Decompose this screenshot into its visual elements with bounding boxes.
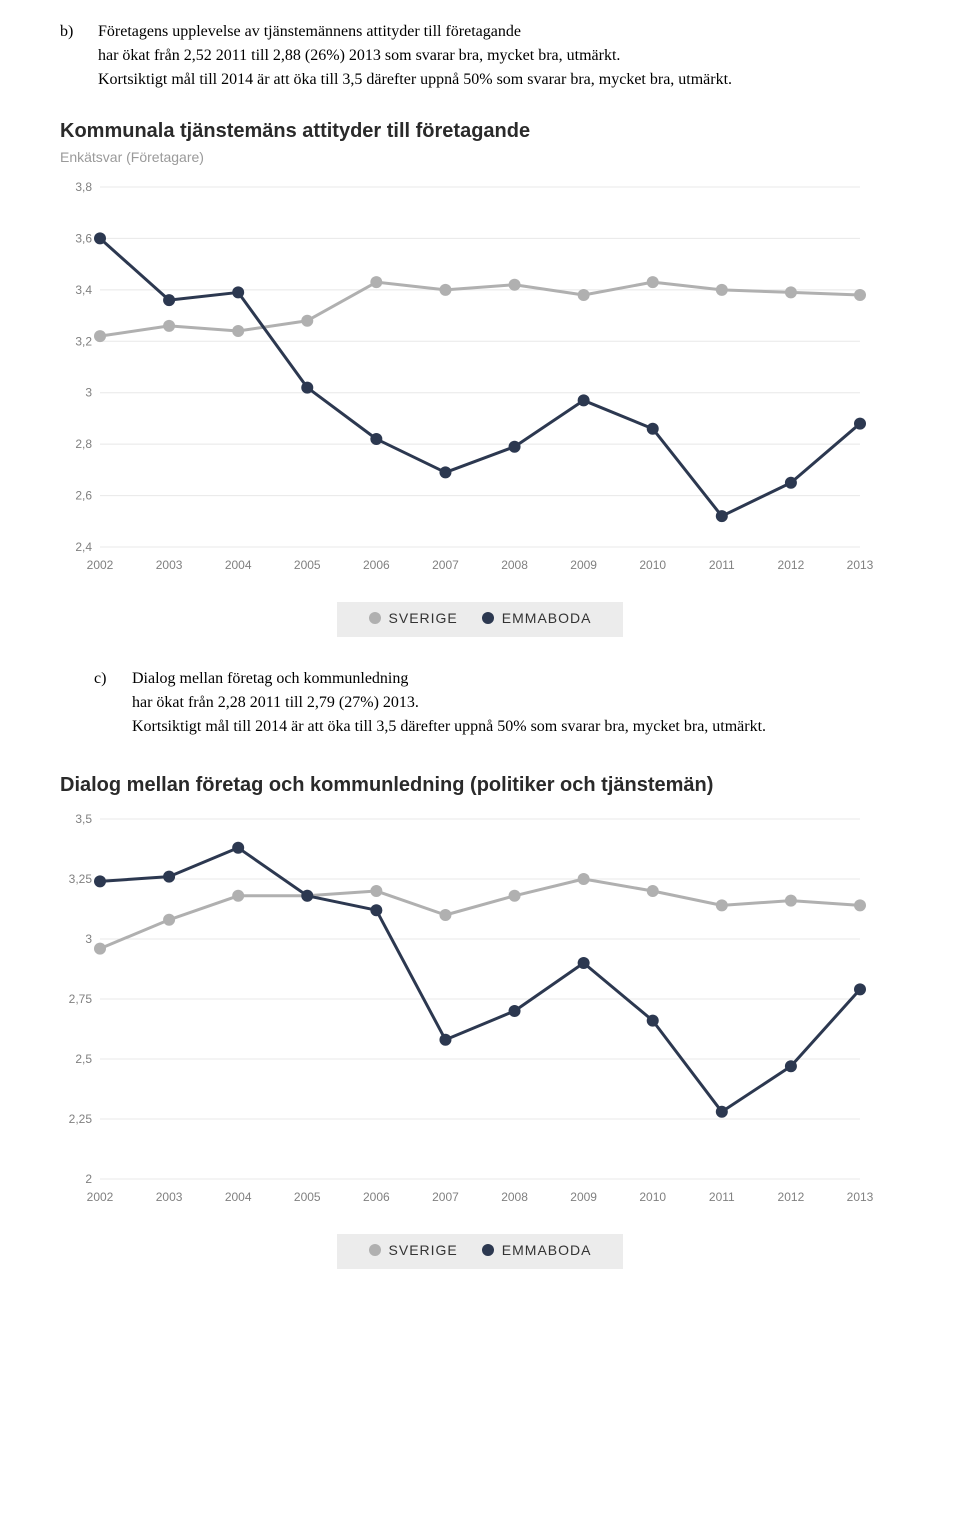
- chart-1: Kommunala tjänstemäns attityder till för…: [60, 120, 900, 637]
- svg-text:3,8: 3,8: [75, 180, 92, 194]
- svg-text:2,75: 2,75: [69, 992, 93, 1006]
- svg-text:3: 3: [85, 386, 92, 400]
- svg-text:2,6: 2,6: [75, 489, 92, 503]
- svg-text:2007: 2007: [432, 1190, 459, 1204]
- list-marker-c: c): [94, 667, 128, 691]
- chart-2-plot: 2 2,25 2,5 2,75 3 3,25 3,5 2002 2003 2004 2005 2006…: [60, 809, 900, 1219]
- chart-2-legend: SVERIGE EMMABODA: [60, 1234, 900, 1269]
- legend-dot-icon: [369, 1244, 381, 1256]
- para-c-line1: Dialog mellan företag och kommunledning: [132, 670, 408, 687]
- legend-label: EMMABODA: [502, 610, 592, 626]
- svg-text:2009: 2009: [570, 1190, 597, 1204]
- svg-text:2005: 2005: [294, 558, 321, 572]
- svg-text:2011: 2011: [709, 1190, 735, 1204]
- svg-text:2007: 2007: [432, 558, 459, 572]
- svg-text:2,5: 2,5: [75, 1052, 92, 1066]
- svg-text:2002: 2002: [87, 1190, 114, 1204]
- svg-text:2004: 2004: [225, 558, 252, 572]
- svg-text:2003: 2003: [156, 558, 183, 572]
- para-b-line2: har ökat från 2,52 2011 till 2,88 (26%) …: [98, 47, 620, 64]
- svg-text:2: 2: [85, 1172, 92, 1186]
- list-marker-b: b): [60, 20, 94, 44]
- svg-text:2003: 2003: [156, 1190, 183, 1204]
- list-body-c: Dialog mellan företag och kommunledning …: [132, 667, 898, 739]
- svg-text:2013: 2013: [847, 558, 874, 572]
- paragraph-c: c) Dialog mellan företag och kommunledni…: [94, 667, 900, 739]
- svg-text:3,25: 3,25: [69, 872, 93, 886]
- svg-text:3,5: 3,5: [75, 812, 92, 826]
- para-c-line2: har ökat från 2,28 2011 till 2,79 (27%) …: [132, 694, 419, 711]
- para-b-line3: Kortsiktigt mål till 2014 är att öka til…: [98, 71, 732, 88]
- svg-text:2013: 2013: [847, 1190, 874, 1204]
- chart-2-title: Dialog mellan företag och kommunledning …: [60, 767, 900, 803]
- svg-text:2002: 2002: [87, 558, 114, 572]
- legend-label: EMMABODA: [502, 1242, 592, 1258]
- svg-text:2010: 2010: [639, 1190, 666, 1204]
- svg-text:2006: 2006: [363, 1190, 390, 1204]
- legend-label: SVERIGE: [389, 610, 458, 626]
- paragraph-b: b) Företagens upplevelse av tjänstemänne…: [60, 20, 900, 92]
- svg-text:2004: 2004: [225, 1190, 252, 1204]
- svg-text:2011: 2011: [709, 558, 735, 572]
- svg-text:2008: 2008: [501, 1190, 528, 1204]
- legend-dot-icon: [482, 1244, 494, 1256]
- svg-text:2010: 2010: [639, 558, 666, 572]
- legend-item: EMMABODA: [482, 610, 592, 626]
- svg-text:3,6: 3,6: [75, 231, 92, 245]
- svg-text:3: 3: [85, 932, 92, 946]
- chart-1-subtitle: Enkätsvar (Företagare): [60, 149, 900, 165]
- svg-text:2012: 2012: [778, 558, 805, 572]
- list-body-b: Företagens upplevelse av tjänstemännens …: [98, 20, 898, 92]
- svg-text:2,25: 2,25: [69, 1112, 93, 1126]
- svg-text:2006: 2006: [363, 558, 390, 572]
- svg-text:2009: 2009: [570, 558, 597, 572]
- legend-dot-icon: [482, 612, 494, 624]
- svg-text:3,4: 3,4: [75, 283, 92, 297]
- legend-label: SVERIGE: [389, 1242, 458, 1258]
- chart-1-title: Kommunala tjänstemäns attityder till för…: [60, 120, 900, 143]
- svg-text:3,2: 3,2: [75, 334, 92, 348]
- legend-dot-icon: [369, 612, 381, 624]
- legend-item: SVERIGE: [369, 610, 458, 626]
- legend-item: EMMABODA: [482, 1242, 592, 1258]
- legend-box: SVERIGE EMMABODA: [337, 1234, 624, 1269]
- svg-text:2008: 2008: [501, 558, 528, 572]
- chart-1-legend: SVERIGE EMMABODA: [60, 602, 900, 637]
- svg-text:2005: 2005: [294, 1190, 321, 1204]
- svg-text:2,4: 2,4: [75, 540, 92, 554]
- legend-box: SVERIGE EMMABODA: [337, 602, 624, 637]
- chart-1-plot: 2,4 2,6 2,8 3 3,2 3,4 3,6 3,8 2002 2003 2004 2005 20…: [60, 177, 900, 587]
- legend-item: SVERIGE: [369, 1242, 458, 1258]
- para-b-line1: Företagens upplevelse av tjänstemännens …: [98, 23, 521, 40]
- chart-2: Dialog mellan företag och kommunledning …: [60, 767, 900, 1269]
- svg-text:2012: 2012: [778, 1190, 805, 1204]
- para-c-line3: Kortsiktigt mål till 2014 är att öka til…: [132, 718, 766, 735]
- svg-text:2,8: 2,8: [75, 437, 92, 451]
